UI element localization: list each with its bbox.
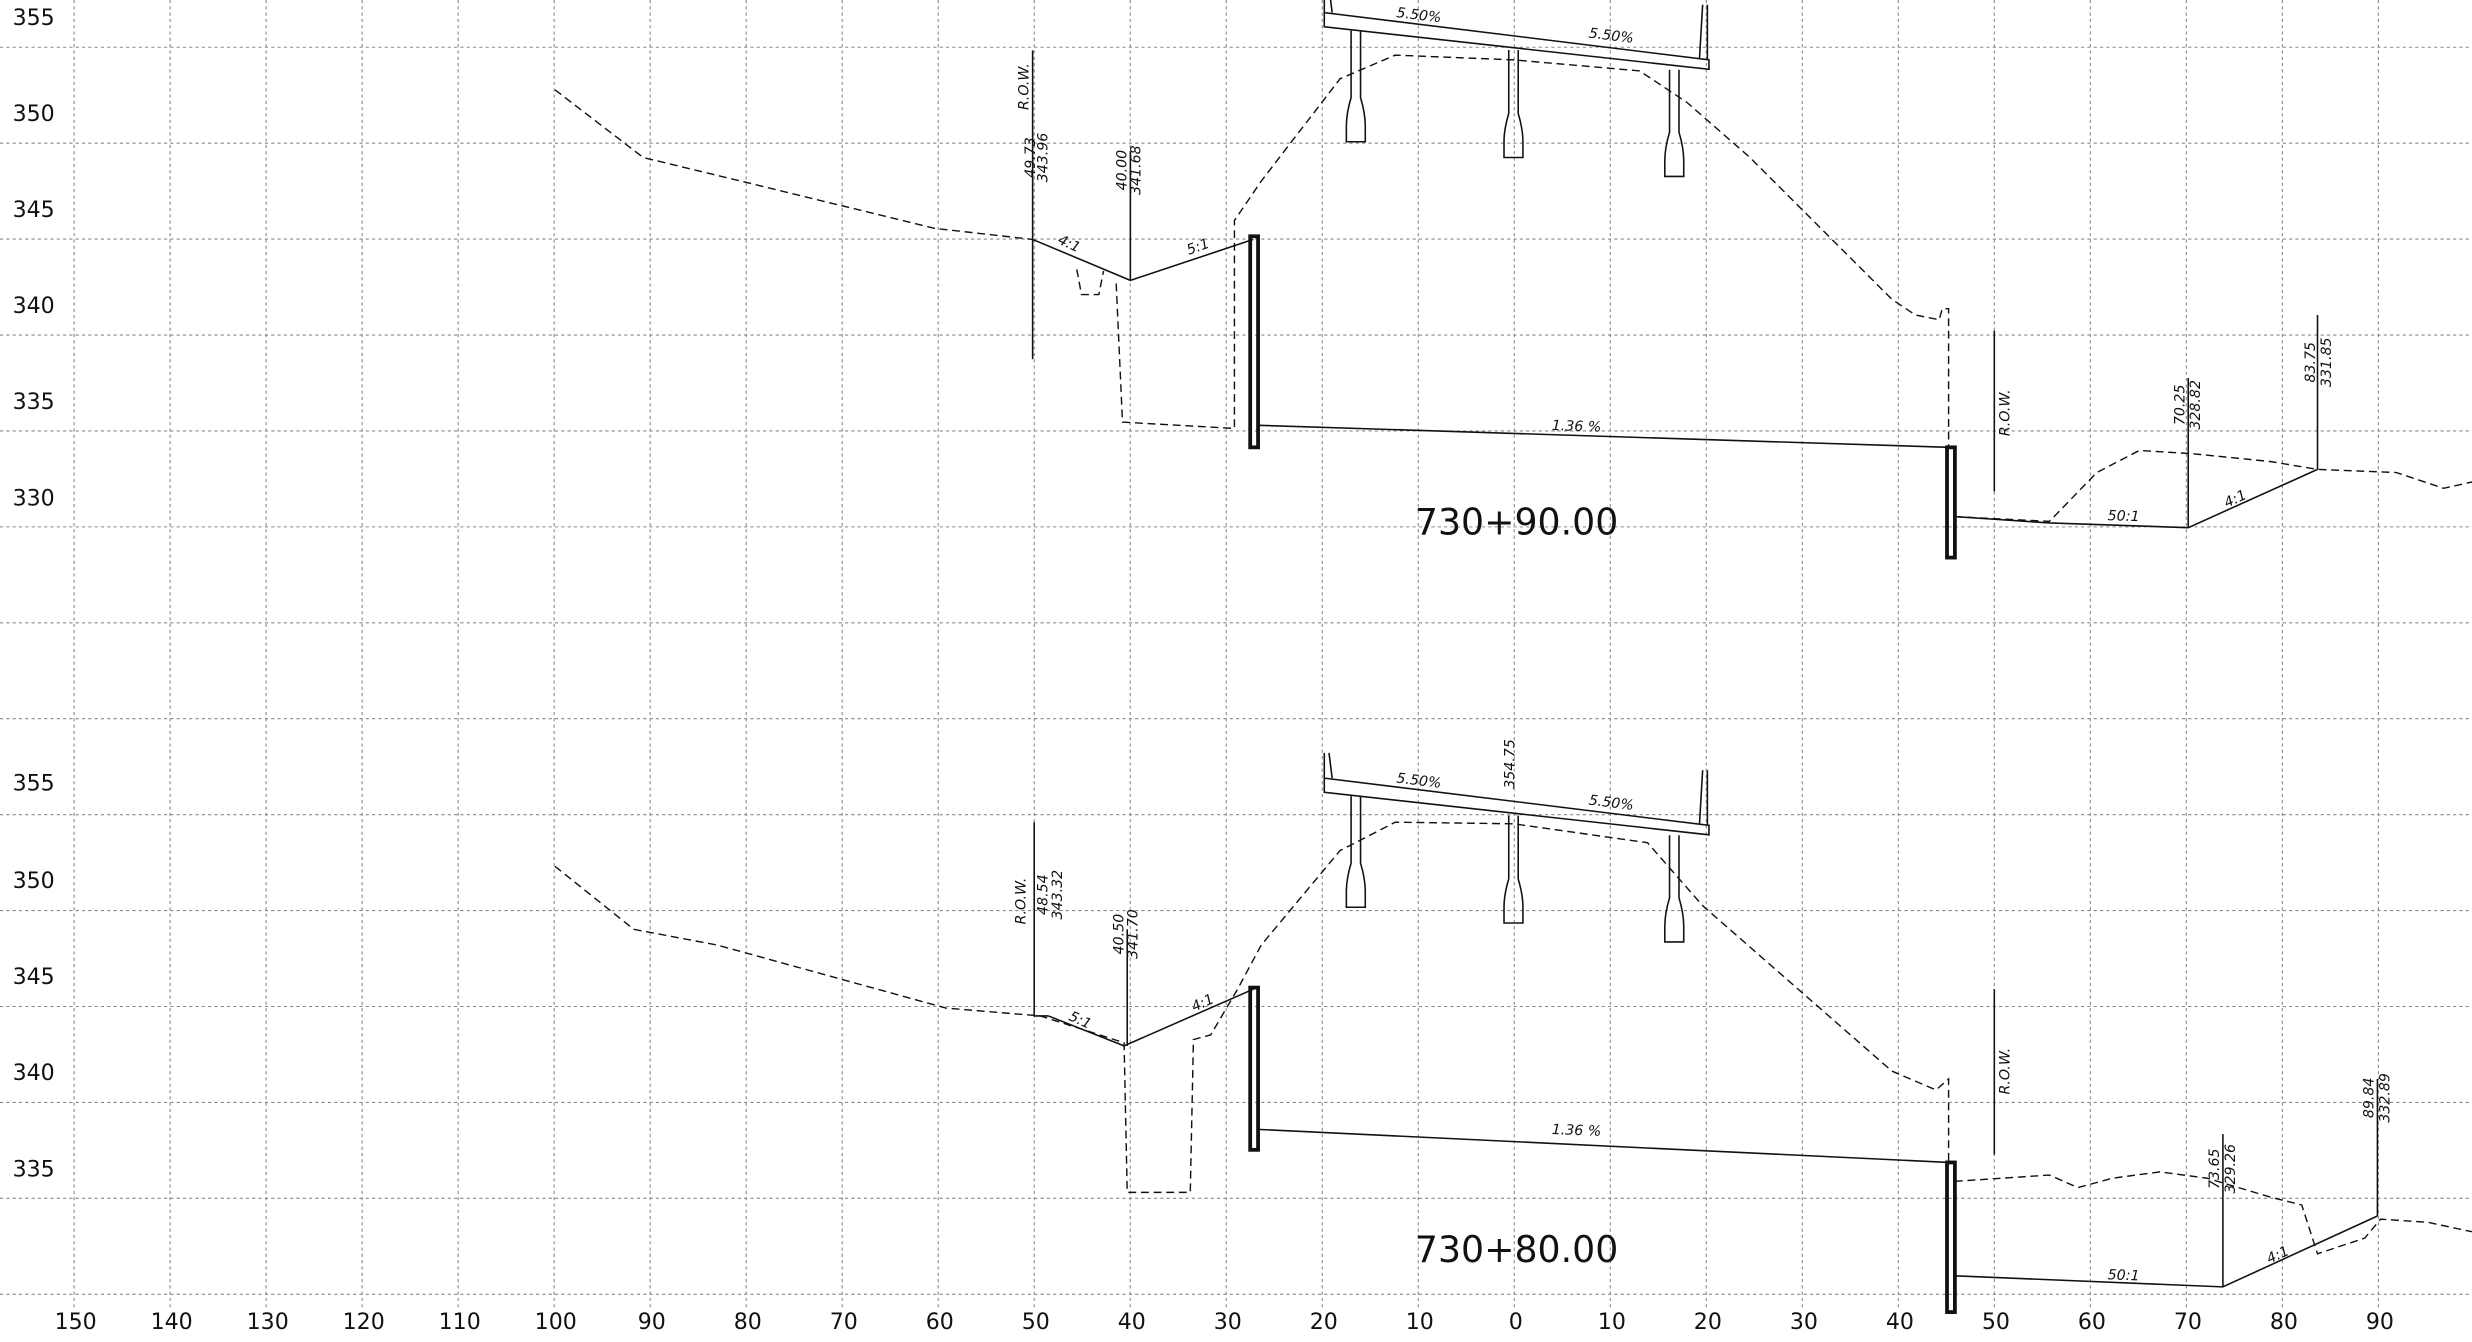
elevation-label: 355 [13,771,55,796]
x-axis-label: 50 [1022,1310,1050,1335]
annotation: 40.50 [1111,914,1127,955]
x-axis-label: 10 [1406,1310,1434,1335]
elevation-label: 345 [13,198,55,223]
annotation: 343.96 [1036,133,1052,183]
elevation-label: 345 [13,965,55,990]
annotation: 5.50% [1588,26,1635,47]
proposed-grade [1258,424,1949,449]
annotation: 5.50% [1588,793,1635,814]
station-label: 730+80.00 [1415,1228,1618,1271]
pier [1345,30,1367,143]
annotation: 89.84 [2362,1078,2378,1119]
bridge-deck [1323,11,1710,71]
x-axis-label: 70 [2174,1310,2202,1335]
x-axis-label: 10 [1598,1310,1626,1335]
x-axis-label: 40 [1118,1310,1146,1335]
annotation: 49.73 [1023,137,1039,178]
wall [1248,985,1260,1152]
annotation: 5:1 [1185,236,1212,259]
annotation: 50:1 [2107,1267,2139,1284]
barrier [1328,752,1333,779]
elevation-label: 330 [13,486,55,511]
x-axis-label: 60 [2078,1310,2106,1335]
existing-ground [554,89,1033,241]
barrier [1329,0,1333,13]
pier [1503,50,1524,159]
x-axis-label: 20 [1310,1310,1338,1335]
pier [1664,835,1685,943]
elevation-label: 355 [13,6,55,31]
x-axis-label: 20 [1694,1310,1722,1335]
proposed-grade [1048,988,1254,1047]
station-label: 730+90.00 [1415,501,1618,544]
annotation: 332.89 [2377,1073,2393,1123]
annotation: 331.85 [2319,337,2335,387]
x-axis-label: 40 [1886,1310,1914,1335]
annotation: R.O.W. [1997,389,2013,436]
annotation: 354.75 [1502,739,1518,789]
annotation: 83.75 [2303,342,2319,383]
x-axis-label: 150 [55,1310,97,1335]
elevation-label: 335 [13,1157,55,1182]
x-axis-label: 110 [439,1310,481,1335]
elevation-label: 340 [13,1061,55,1086]
x-axis-label: 60 [926,1310,954,1335]
annotation: 73.65 [2207,1148,2223,1189]
annotation: 50:1 [2107,508,2139,525]
pier [1664,69,1685,178]
x-axis-label: 130 [247,1310,289,1335]
annotation: R.O.W. [1997,1048,2013,1095]
proposed-grade [1954,468,2318,529]
annotation: R.O.W. [1017,63,1033,110]
existing-ground [1954,1171,2472,1255]
annotation: 70.25 [2172,385,2188,426]
annotation: 1.36 % [1551,1122,1601,1140]
x-axis-label: 80 [2270,1310,2298,1335]
x-axis-label: 90 [638,1310,666,1335]
x-axis-label: 70 [830,1310,858,1335]
x-axis-label: 140 [151,1310,193,1335]
barrier [1698,770,1704,824]
x-axis-label: 90 [2366,1310,2394,1335]
x-axis-label: 80 [734,1310,762,1335]
x-axis-label: 100 [535,1310,577,1335]
existing-ground [1954,449,2472,523]
existing-ground [554,821,1950,1194]
annotation: 40.00 [1114,150,1130,191]
annotation: 1.36 % [1551,418,1601,436]
wall [1945,445,1957,560]
pier [1503,815,1524,924]
x-axis-label: 120 [343,1310,385,1335]
elevation-label: 350 [13,869,55,894]
annotation: 5.50% [1396,771,1443,792]
x-axis-label: 50 [1982,1310,2010,1335]
annotation: 329.26 [2223,1144,2239,1194]
elevation-label: 350 [13,102,55,127]
annotation: R.O.W. [1014,878,1030,925]
barrier [1698,4,1704,59]
wall [1248,234,1260,450]
bridge-deck [1323,777,1710,836]
elevation-label: 340 [13,294,55,319]
annotation: 341.70 [1126,909,1142,959]
wall [1945,1160,1957,1314]
existing-ground [1076,269,1105,296]
x-axis-label: 30 [1790,1310,1818,1335]
annotation: 341.68 [1129,145,1145,195]
existing-ground [1115,54,1950,449]
row-line [1033,822,1049,1017]
pier [1345,796,1367,909]
elevation-label: 335 [13,390,55,415]
annotation: 343.32 [1050,870,1066,920]
x-axis-label: 30 [1214,1310,1242,1335]
annotation: 328.82 [2188,380,2204,430]
annotation: 48.54 [1036,874,1052,915]
proposed-grade [1258,1128,1949,1164]
x-axis-label: 0 [1509,1310,1523,1335]
annotation: 5.50% [1396,5,1443,26]
